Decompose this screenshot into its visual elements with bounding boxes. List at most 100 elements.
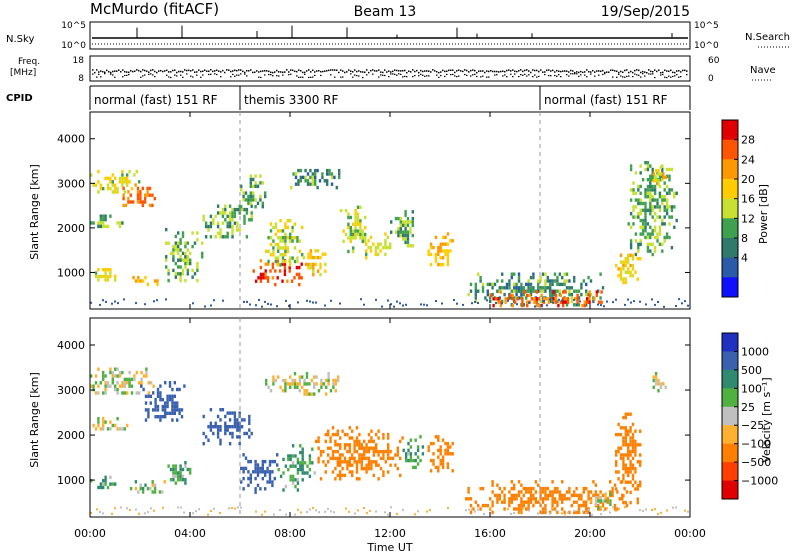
power-cell	[668, 167, 671, 172]
power-cell	[128, 169, 131, 174]
velocity-cell	[551, 500, 554, 504]
power-cell	[316, 255, 320, 260]
power-cell	[228, 211, 232, 215]
nave-point	[476, 75, 478, 78]
freq-point	[652, 70, 654, 73]
velocity-cell	[224, 414, 227, 419]
power-cell	[663, 181, 666, 185]
velocity-cell	[372, 449, 375, 454]
power-cell	[116, 190, 119, 194]
power-cell	[446, 262, 450, 267]
power-cell	[439, 249, 442, 253]
nave-point	[528, 74, 530, 76]
nave-point	[686, 74, 688, 76]
power-cell	[437, 262, 440, 267]
nave-point	[670, 76, 672, 78]
velocity-cell	[238, 425, 241, 429]
power-cell	[606, 300, 608, 303]
nave-point	[456, 75, 458, 78]
nave-point	[474, 73, 476, 75]
velocity-cell	[532, 503, 535, 508]
velocity-cell	[363, 446, 366, 450]
power-cell	[236, 221, 239, 225]
nave-point	[496, 74, 498, 76]
freq-point	[456, 70, 458, 72]
power-cell	[264, 262, 267, 266]
power-cell	[283, 262, 287, 266]
power-cell	[252, 198, 255, 202]
velocity-cell	[261, 513, 263, 516]
power-cell	[281, 279, 284, 283]
freq-point	[634, 69, 636, 72]
power-cell	[549, 299, 552, 304]
freq-point	[234, 69, 236, 72]
velocity-cell	[556, 490, 559, 494]
velocity-cell	[590, 499, 593, 503]
velocity-cell	[247, 476, 250, 481]
velocity-cell	[291, 454, 295, 458]
velocity-cell	[370, 460, 373, 464]
velocity-cell	[645, 508, 647, 511]
velocity-cell	[616, 490, 619, 494]
velocity-cell	[272, 375, 275, 379]
power-cell	[104, 224, 107, 229]
power-cell	[402, 304, 404, 307]
nave-point	[290, 73, 292, 75]
velocity-cell	[446, 452, 450, 456]
velocity-cell	[363, 456, 366, 461]
power-cell	[622, 260, 625, 264]
power-cell	[349, 226, 352, 230]
nsky-log-top: 10^5	[61, 21, 86, 31]
power-cell	[299, 175, 302, 180]
velocity-cell	[111, 377, 114, 382]
power-cell	[349, 215, 352, 220]
power-cell	[492, 297, 495, 301]
nave-point	[420, 73, 422, 75]
velocity-cell	[189, 471, 192, 475]
velocity-cell	[563, 510, 566, 515]
power-cell	[209, 235, 213, 239]
power-cell	[184, 241, 187, 245]
velocity-cell	[527, 490, 530, 494]
velocity-cell	[573, 510, 575, 512]
power-cell	[629, 274, 632, 278]
power-cell	[127, 190, 130, 194]
velocity-cell	[308, 457, 312, 462]
velocity-cell	[279, 474, 283, 479]
velocity-cell	[587, 490, 590, 494]
nave-point	[100, 76, 102, 78]
freq-point	[638, 69, 640, 72]
nave-point	[320, 74, 322, 77]
power-cell	[668, 215, 671, 219]
power-cell	[627, 260, 630, 264]
velocity-cell	[541, 490, 545, 494]
velocity-cell	[168, 381, 172, 385]
freq-point	[606, 71, 608, 73]
nave-point	[662, 73, 664, 76]
freq-point	[422, 70, 424, 73]
power-cell	[139, 196, 142, 201]
velocity-cell	[427, 448, 430, 453]
power-cell	[97, 274, 100, 279]
power-cell	[349, 229, 352, 233]
velocity-cell	[634, 470, 637, 474]
power-cell	[537, 286, 540, 290]
velocity-cell	[387, 436, 390, 440]
power-cell	[269, 269, 272, 273]
velocity-cell	[634, 480, 637, 484]
velocity-cell	[303, 471, 307, 475]
velocity-cell	[306, 471, 309, 475]
freq-point	[492, 70, 494, 73]
velocity-cell	[173, 381, 176, 385]
velocity-cell	[510, 486, 513, 491]
nave-point	[466, 74, 468, 76]
freq-point	[226, 69, 228, 71]
power-cell	[649, 184, 652, 189]
power-cell	[397, 216, 400, 221]
freq-point	[524, 69, 526, 72]
power-cell	[684, 300, 686, 303]
velocity-cell	[493, 493, 497, 498]
velocity-cell	[106, 381, 110, 385]
power-cell	[196, 265, 199, 269]
